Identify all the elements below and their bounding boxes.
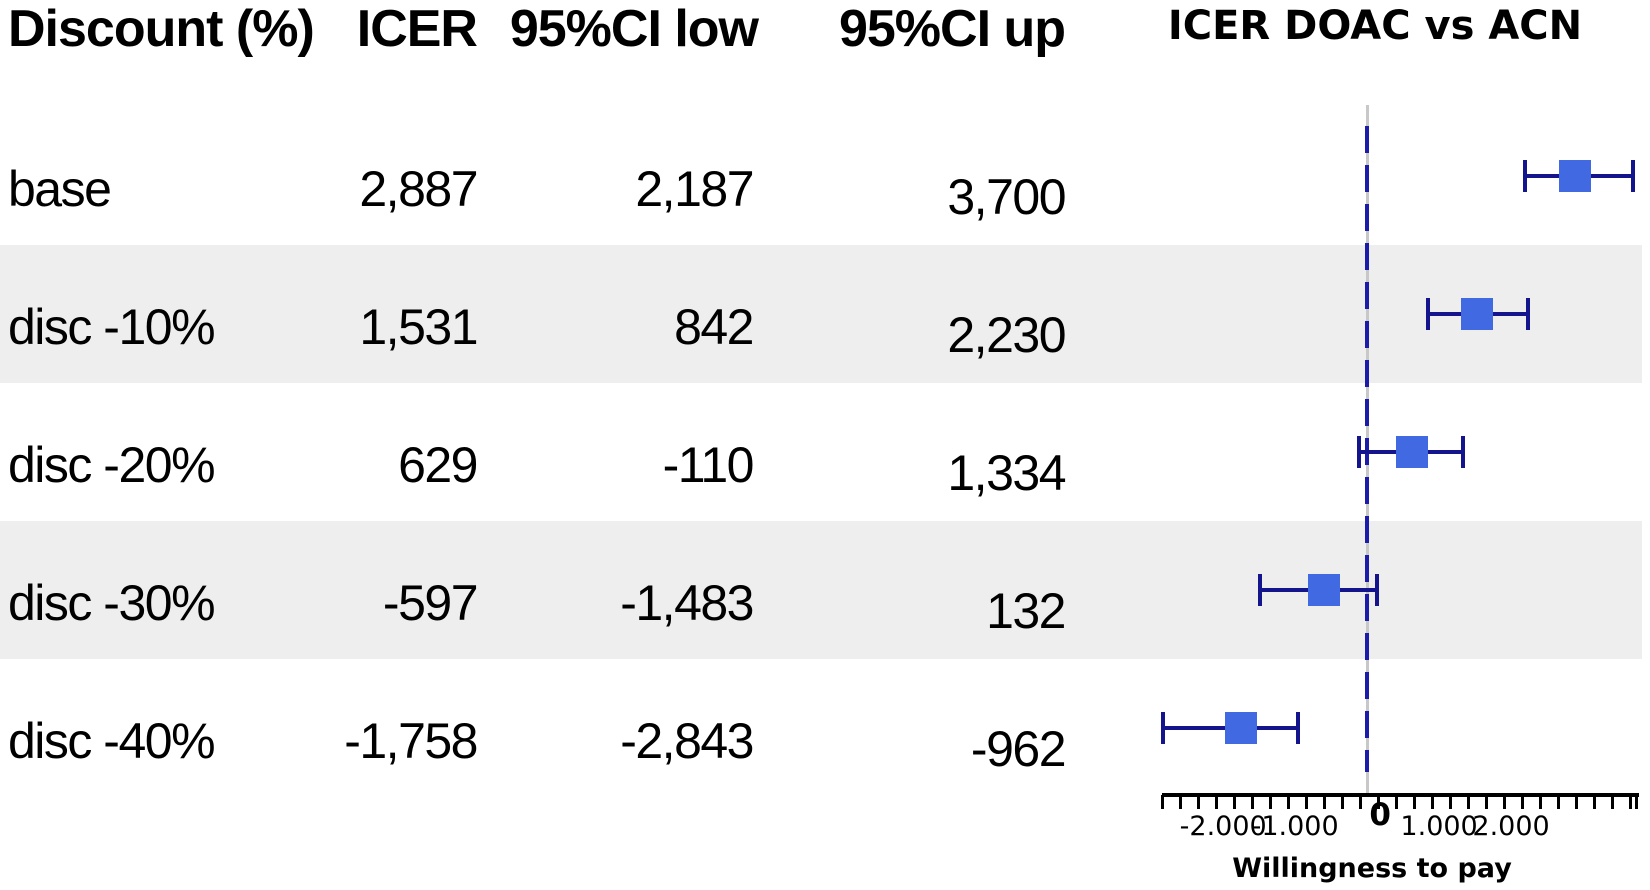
axis-tick	[1430, 795, 1434, 809]
ci-cap-left	[1258, 574, 1263, 606]
zero-reference-line	[1365, 126, 1370, 772]
ci-cap-left	[1522, 160, 1527, 192]
axis-tick	[1610, 795, 1614, 809]
axis-tick	[1448, 795, 1452, 809]
row-label: disc -40%	[8, 713, 216, 769]
ci-low-value: -2,843	[620, 713, 754, 769]
axis-tick	[1502, 795, 1506, 809]
ci-up-value: 1,334	[947, 445, 1066, 501]
icer-marker	[1308, 574, 1341, 606]
x-axis-title: Willingness to pay	[1232, 853, 1512, 884]
row-label: base	[8, 161, 112, 217]
ci-cap-right	[1631, 160, 1636, 192]
axis-tick	[1286, 795, 1290, 809]
axis-tick-label: -1.000	[1251, 811, 1339, 842]
column-header-ci-low: 95%CI low	[509, 0, 759, 58]
ci-low-value: -1,483	[620, 575, 754, 631]
axis-tick	[1520, 795, 1524, 809]
icer-value: -597	[382, 575, 479, 631]
axis-tick	[1161, 795, 1164, 809]
axis-tick	[1178, 795, 1182, 809]
ci-cap-left	[1160, 712, 1165, 744]
axis-tick	[1340, 795, 1344, 809]
icer-value: 2,887	[359, 161, 478, 217]
x-axis-line	[1162, 793, 1639, 797]
axis-tick	[1214, 795, 1218, 809]
column-header-icer: ICER	[356, 0, 478, 58]
axis-tick	[1394, 795, 1398, 809]
axis-tick	[1635, 795, 1638, 809]
axis-tick	[1358, 795, 1362, 809]
chart-title: ICER DOAC vs ACN	[1167, 3, 1583, 49]
row-stripe	[0, 521, 1642, 659]
axis-tick-label: 2.000	[1472, 811, 1550, 842]
column-header-discount: Discount (%)	[8, 0, 315, 58]
ci-low-value: 842	[674, 299, 754, 355]
ci-low-value: -110	[662, 437, 755, 493]
icer-marker	[1224, 712, 1257, 744]
icer-marker	[1461, 298, 1494, 330]
axis-tick-label: -2.000	[1179, 811, 1267, 842]
axis-tick	[1484, 795, 1488, 809]
ci-cap-right	[1525, 298, 1530, 330]
axis-tick	[1250, 795, 1254, 809]
axis-tick	[1268, 795, 1272, 809]
icer-value: 629	[398, 437, 478, 493]
axis-tick	[1232, 795, 1236, 809]
ci-up-value: 2,230	[947, 307, 1066, 363]
icer-marker	[1396, 436, 1429, 468]
axis-tick	[1196, 795, 1200, 809]
axis-tick	[1592, 795, 1596, 809]
row-label: disc -20%	[8, 437, 216, 493]
axis-tick-label: 1.000	[1400, 811, 1478, 842]
axis-tick	[1304, 795, 1308, 809]
ci-cap-left	[1425, 298, 1430, 330]
icer-marker	[1558, 160, 1591, 192]
ci-cap-right	[1461, 436, 1466, 468]
row-label: disc -10%	[8, 299, 216, 355]
ci-cap-right	[1295, 712, 1300, 744]
column-header-ci-up: 95%CI up	[838, 0, 1066, 58]
icer-value: -1,758	[344, 713, 478, 769]
row-label: disc -30%	[8, 575, 216, 631]
ci-up-value: -962	[970, 721, 1067, 777]
ci-up-value: 132	[986, 583, 1066, 639]
axis-tick	[1556, 795, 1560, 809]
icer-value: 1,531	[359, 299, 478, 355]
axis-tick	[1628, 795, 1632, 809]
axis-tick	[1412, 795, 1416, 809]
ci-up-value: 3,700	[947, 169, 1066, 225]
axis-tick	[1322, 795, 1326, 809]
ci-cap-left	[1357, 436, 1362, 468]
axis-tick	[1538, 795, 1542, 809]
axis-zero-label: 0	[1369, 797, 1391, 833]
axis-tick	[1466, 795, 1470, 809]
axis-tick	[1574, 795, 1578, 809]
ci-low-value: 2,187	[635, 161, 754, 217]
ci-cap-right	[1374, 574, 1379, 606]
axis-tick	[1376, 795, 1380, 809]
row-stripe	[0, 245, 1642, 383]
